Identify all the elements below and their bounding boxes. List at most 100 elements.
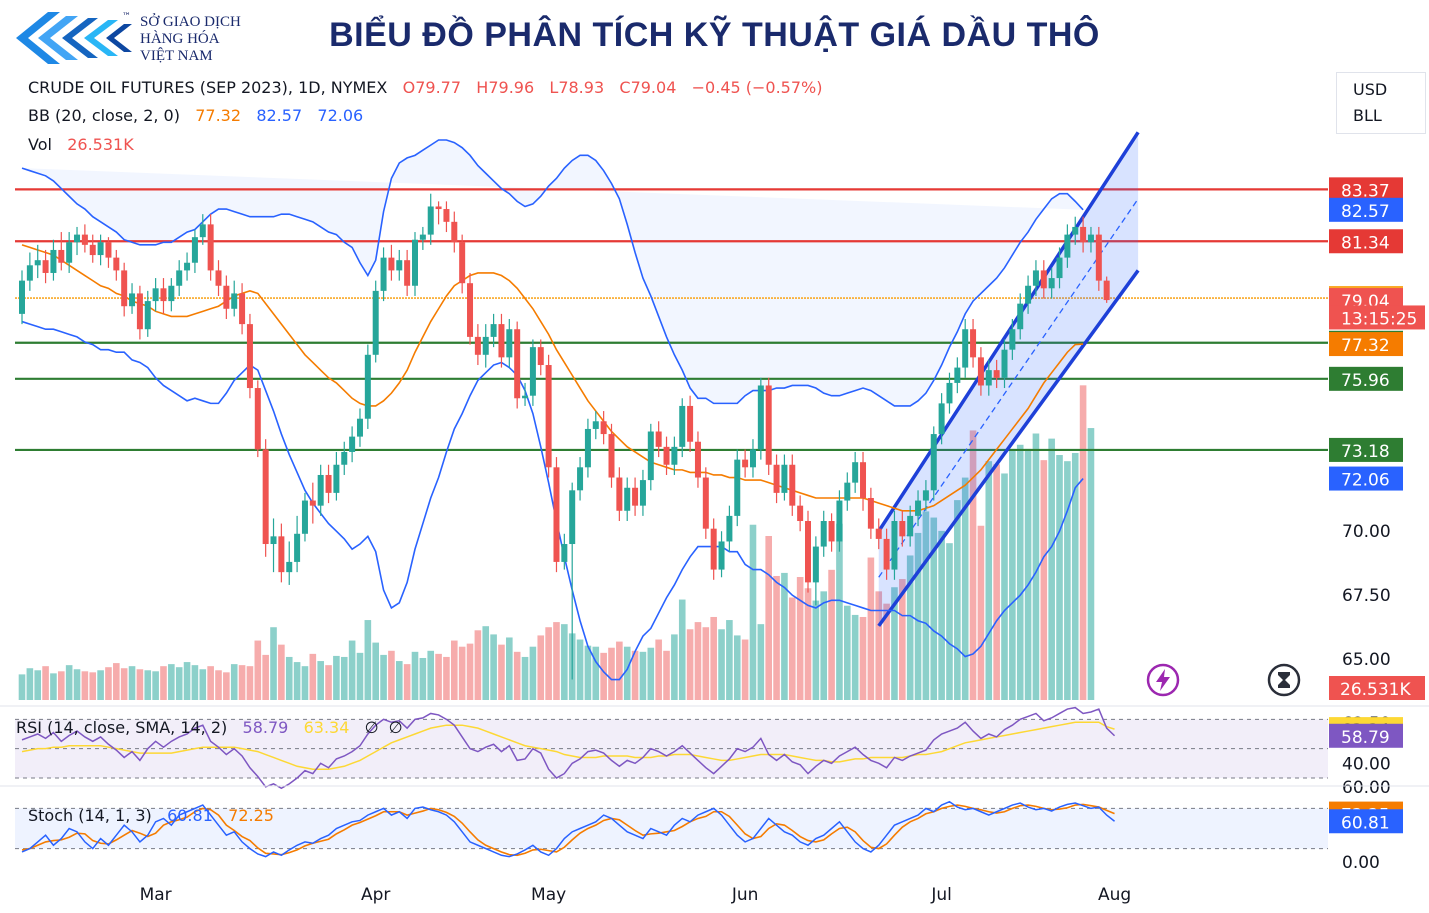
volume-bar — [238, 665, 246, 700]
volume-bar — [490, 634, 497, 700]
stoch-legend: Stoch (14, 1, 3) 60.81 72.25 — [28, 806, 274, 825]
volume-bar — [513, 651, 521, 700]
candle-body — [506, 329, 513, 358]
volume-bar — [977, 525, 985, 700]
rsi-label: RSI (14, close, SMA, 14, 2) — [16, 718, 228, 737]
candle-body — [388, 257, 395, 271]
open-value: O79.77 — [402, 78, 462, 97]
candle-body — [246, 324, 253, 389]
volume-bar — [788, 597, 796, 700]
volume-bar — [270, 627, 277, 700]
candle-body — [144, 301, 151, 330]
candle-body — [773, 464, 780, 493]
volume-bar — [136, 669, 144, 700]
volume-bar — [199, 669, 207, 700]
candle-body — [136, 293, 143, 330]
volume-bar — [521, 656, 529, 700]
candle-body — [561, 544, 568, 562]
volume-bar — [985, 461, 993, 700]
vol-legend: Vol 26.531K — [28, 135, 134, 154]
price-label-box — [1329, 305, 1425, 330]
volume-bar — [844, 605, 851, 700]
volume-bar — [820, 591, 828, 700]
candle-body — [954, 367, 961, 383]
rsi-legend: RSI (14, close, SMA, 14, 2) 58.79 63.34 … — [16, 718, 403, 737]
month-label: Apr — [361, 885, 390, 905]
volume-bar — [891, 587, 898, 700]
volume-label-box — [1329, 676, 1425, 700]
candle-body — [938, 403, 945, 435]
volume-bar — [466, 643, 474, 700]
candle-body — [215, 270, 222, 286]
volume-bar — [993, 464, 1000, 700]
unit-selector[interactable]: USD BLL — [1336, 72, 1426, 134]
candle-body — [694, 441, 701, 478]
alert-icon[interactable] — [1146, 663, 1180, 697]
candle-body — [749, 449, 756, 468]
volume-bar — [419, 657, 427, 700]
candle-body — [836, 500, 843, 542]
candle-body — [993, 370, 1000, 378]
volume-bar — [678, 599, 686, 700]
volume-bar — [42, 666, 49, 700]
price-label-text: 81.34 — [1341, 233, 1390, 253]
candle-body — [789, 464, 796, 506]
volume-label-text: 26.531K — [1340, 680, 1411, 700]
volume-bar — [26, 668, 34, 700]
volume-bar — [230, 664, 238, 700]
volume-bar — [883, 603, 890, 700]
volume-bar — [443, 656, 450, 700]
volume-bar — [89, 672, 97, 700]
candle-body — [191, 237, 198, 263]
volume-bar — [388, 650, 395, 700]
candle-body — [333, 464, 340, 493]
volume-bar — [867, 557, 875, 700]
volume-bar — [1087, 428, 1095, 700]
candle-body — [600, 421, 607, 435]
candle-body — [852, 462, 859, 483]
stoch-label-text: 60.81 — [1341, 813, 1390, 833]
volume-bar — [592, 646, 600, 700]
volume-bar — [1040, 460, 1048, 700]
page-title: BIỂU ĐỒ PHÂN TÍCH KỸ THUẬT GIÁ DẦU THÔ — [329, 16, 1100, 54]
candle-body — [168, 285, 175, 302]
volume-bar — [694, 622, 702, 700]
vol-value: 26.531K — [67, 135, 134, 154]
change-value: −0.45 (−0.57%) — [691, 78, 823, 97]
candle-body — [624, 487, 631, 511]
candle-body — [490, 324, 497, 337]
price-label-text: 77.32 — [1341, 336, 1390, 356]
volume-bar — [168, 664, 175, 700]
candle-body — [113, 257, 120, 271]
bollinger-basis — [21, 244, 1084, 512]
volume-bar — [741, 639, 749, 700]
candle-body — [867, 497, 874, 529]
candle-body — [639, 480, 646, 506]
low-value: L78.93 — [549, 78, 605, 97]
candle-body — [875, 528, 882, 539]
price-label-box — [1329, 229, 1403, 254]
candle-body — [231, 293, 238, 309]
volume-bar — [348, 640, 356, 700]
candle-body — [985, 370, 992, 386]
volume-bar — [954, 500, 961, 700]
volume-bar — [859, 616, 867, 700]
timer-icon[interactable] — [1267, 663, 1301, 697]
volume-bar — [262, 654, 269, 700]
candle-body — [223, 285, 230, 309]
volume-bar — [600, 652, 607, 700]
candle-body — [883, 538, 890, 570]
volume-bar — [175, 667, 183, 700]
price-label-box — [1329, 437, 1403, 462]
volume-bar — [639, 651, 647, 700]
volume-bar — [482, 626, 490, 700]
volume-bar — [1009, 448, 1016, 700]
volume-bar — [655, 639, 662, 700]
volume-bar — [812, 600, 820, 700]
candle-body — [105, 242, 112, 258]
candle-body — [592, 421, 599, 429]
stoch-k-line — [21, 800, 1116, 858]
vol-label: Vol — [28, 135, 52, 154]
candle-body — [19, 280, 25, 314]
